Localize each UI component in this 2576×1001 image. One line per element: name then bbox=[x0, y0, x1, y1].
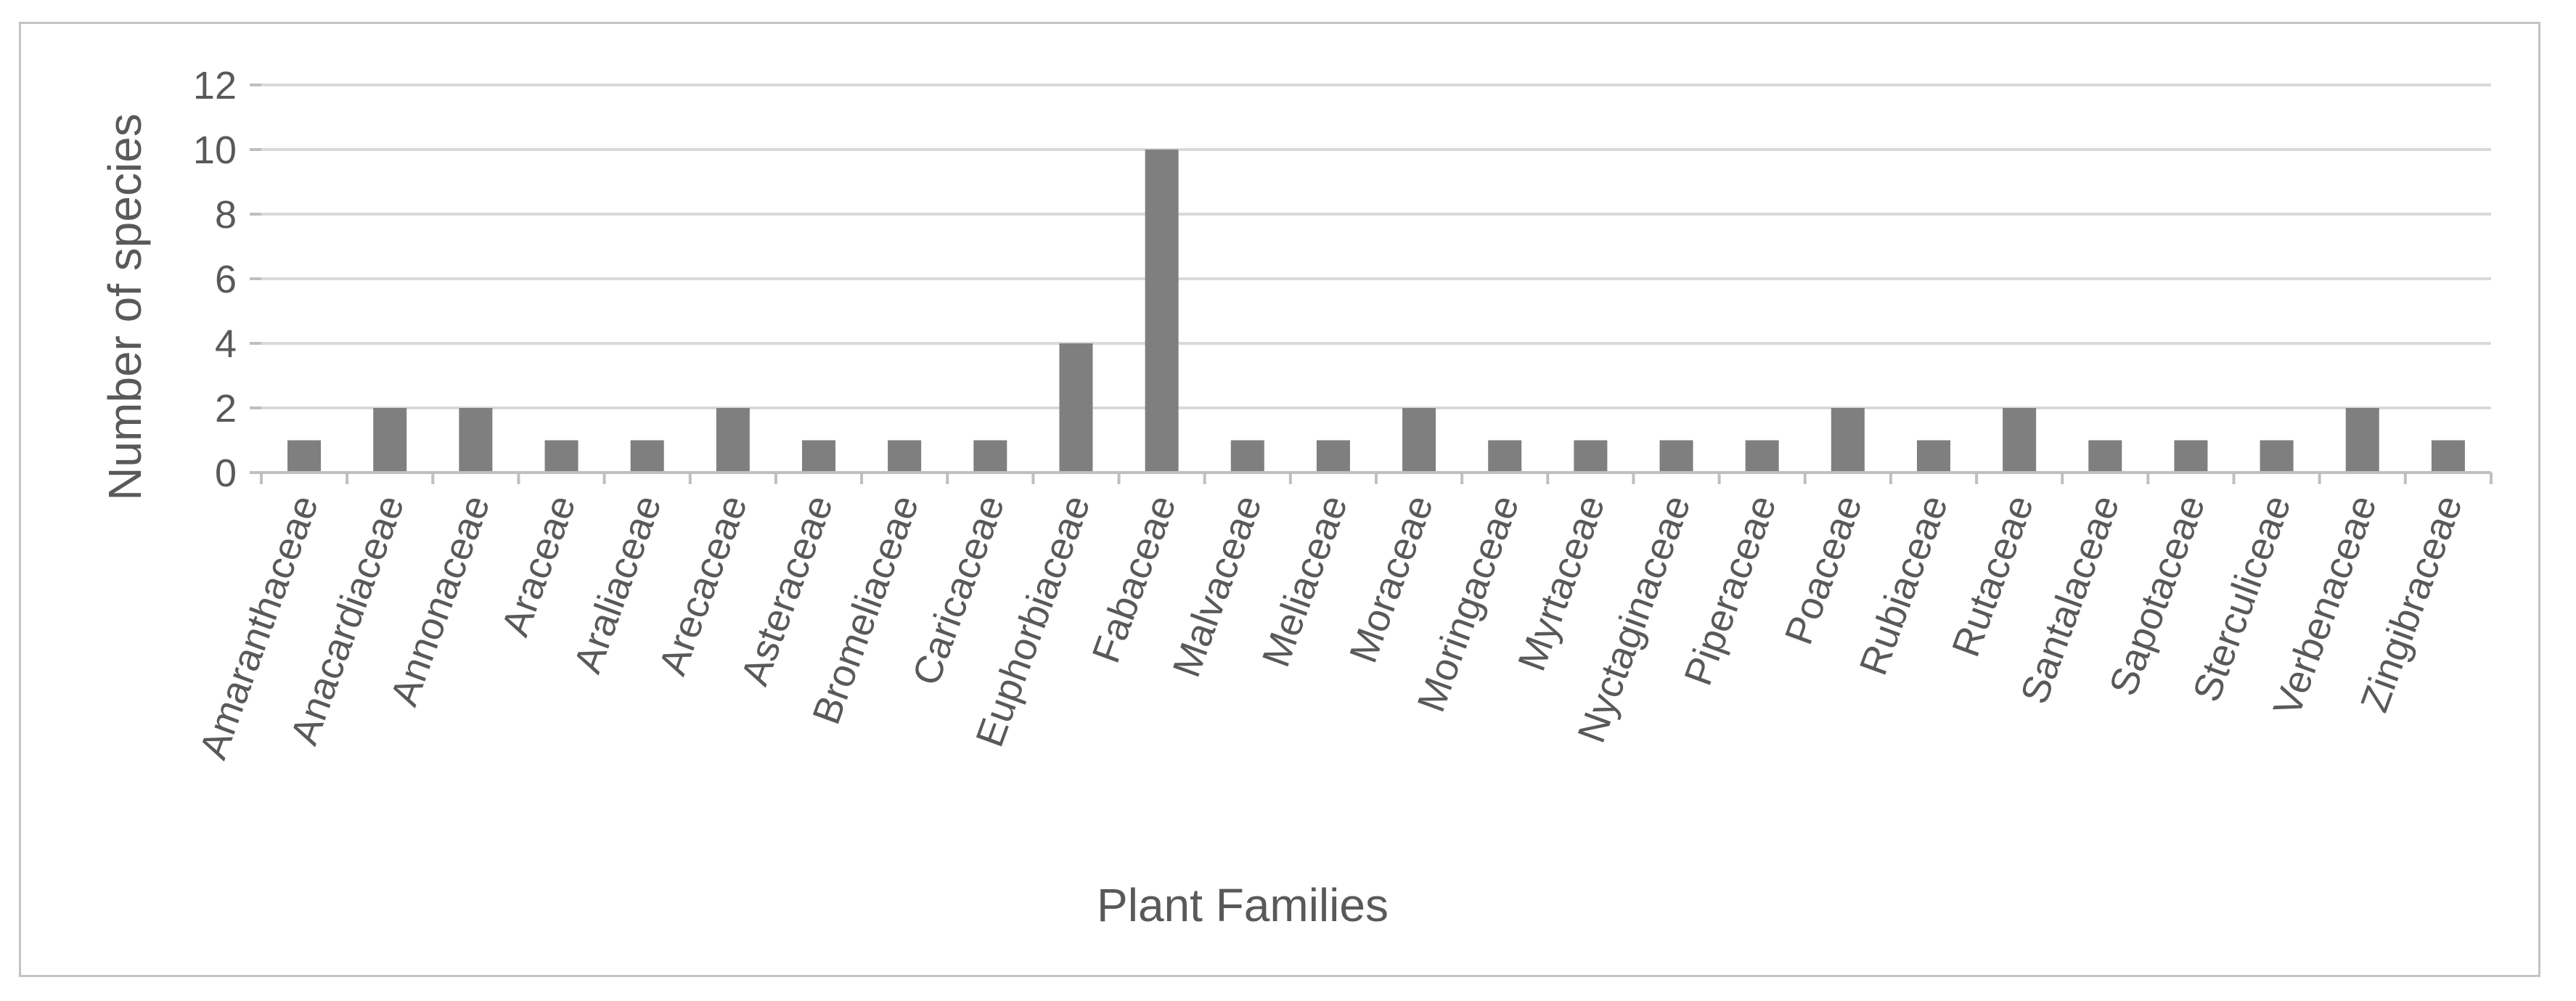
chart-frame bbox=[19, 22, 2540, 977]
x-tick-label: Malvaceae bbox=[1164, 490, 1270, 683]
bar bbox=[1659, 440, 1693, 473]
bar bbox=[2174, 440, 2208, 473]
bar bbox=[1145, 150, 1179, 473]
bar bbox=[1230, 440, 1264, 473]
bar bbox=[459, 408, 493, 473]
x-tick-label: Meliaceae bbox=[1254, 490, 1357, 673]
y-tick-label: 10 bbox=[193, 128, 237, 172]
x-tick-label: Myrtaceae bbox=[1510, 490, 1614, 677]
bar bbox=[1316, 440, 1350, 473]
bar bbox=[716, 408, 750, 473]
bar bbox=[1745, 440, 1779, 473]
bar bbox=[1831, 408, 1865, 473]
y-tick-label: 2 bbox=[215, 387, 237, 430]
x-tick-label: Poaceae bbox=[1777, 490, 1870, 650]
bar bbox=[2260, 440, 2294, 473]
axes bbox=[250, 83, 2493, 484]
bar bbox=[1059, 343, 1093, 473]
bar bbox=[2345, 408, 2379, 473]
bar bbox=[373, 408, 407, 473]
x-tick-label: Moraceae bbox=[1341, 490, 1442, 669]
tick-labels: 024681012AmaranthaceaeAnacardiaceaeAnnon… bbox=[192, 64, 2471, 764]
bar bbox=[973, 440, 1007, 473]
bar bbox=[1402, 408, 1436, 473]
bar bbox=[2431, 440, 2465, 473]
bar bbox=[544, 440, 578, 473]
bar bbox=[630, 440, 664, 473]
x-tick-label: Arecaceae bbox=[650, 490, 756, 681]
x-tick-label: Fabaceae bbox=[1084, 490, 1185, 669]
bar bbox=[1574, 440, 1608, 473]
y-tick-label: 0 bbox=[215, 452, 237, 495]
x-tick-label: Rutaceae bbox=[1944, 490, 2042, 663]
bar bbox=[802, 440, 835, 473]
y-tick-label: 4 bbox=[215, 322, 237, 366]
y-tick-label: 8 bbox=[215, 193, 237, 237]
x-tick-label: Araliaceae bbox=[565, 490, 670, 679]
bar bbox=[2088, 440, 2122, 473]
bar bbox=[888, 440, 922, 473]
bars bbox=[287, 150, 2465, 473]
bar bbox=[2003, 408, 2037, 473]
bar bbox=[287, 440, 322, 473]
bar bbox=[1917, 440, 1950, 473]
x-tick-label: Rubiaceae bbox=[1852, 490, 1957, 681]
bar bbox=[1488, 440, 1522, 473]
gridlines bbox=[261, 83, 2491, 409]
x-axis-title: Plant Families bbox=[1097, 879, 1389, 931]
y-tick-label: 6 bbox=[215, 258, 237, 301]
y-tick-label: 12 bbox=[193, 64, 237, 107]
x-tick-label: Araceae bbox=[494, 490, 584, 642]
y-axis-title: Number of species bbox=[99, 113, 151, 501]
